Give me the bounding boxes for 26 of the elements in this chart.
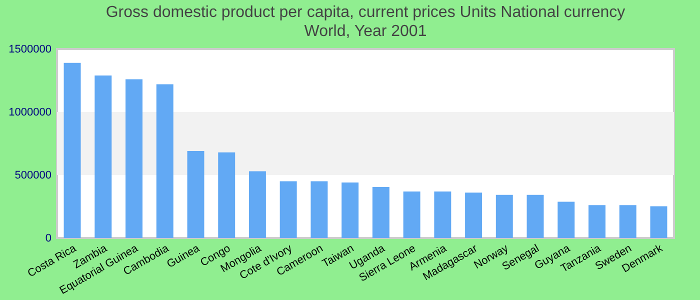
bar	[342, 182, 359, 238]
bar	[218, 152, 236, 238]
bar	[280, 181, 297, 238]
y-tick-label: 0	[45, 232, 52, 244]
bar	[434, 192, 452, 238]
bar	[403, 192, 420, 238]
bar	[465, 192, 482, 238]
y-tick-label: 1000000	[8, 106, 52, 118]
y-tick-label: 500000	[14, 170, 52, 182]
bar	[248, 171, 266, 238]
bar	[64, 62, 81, 238]
bar	[187, 151, 204, 238]
bar	[310, 181, 328, 238]
bar	[558, 202, 575, 238]
bar	[156, 84, 174, 238]
bar	[588, 205, 606, 238]
bar	[526, 194, 544, 238]
bar	[619, 205, 636, 238]
bar	[126, 79, 142, 238]
bar	[372, 186, 390, 238]
y-tick-label: 1500000	[8, 44, 52, 56]
chart-title: Gross domestic product per capita, current prices Units National currency	[106, 4, 626, 21]
bar	[650, 206, 668, 238]
chart-subtitle: World, Year 2001	[304, 23, 427, 40]
bar	[94, 75, 112, 238]
bar	[496, 194, 513, 238]
